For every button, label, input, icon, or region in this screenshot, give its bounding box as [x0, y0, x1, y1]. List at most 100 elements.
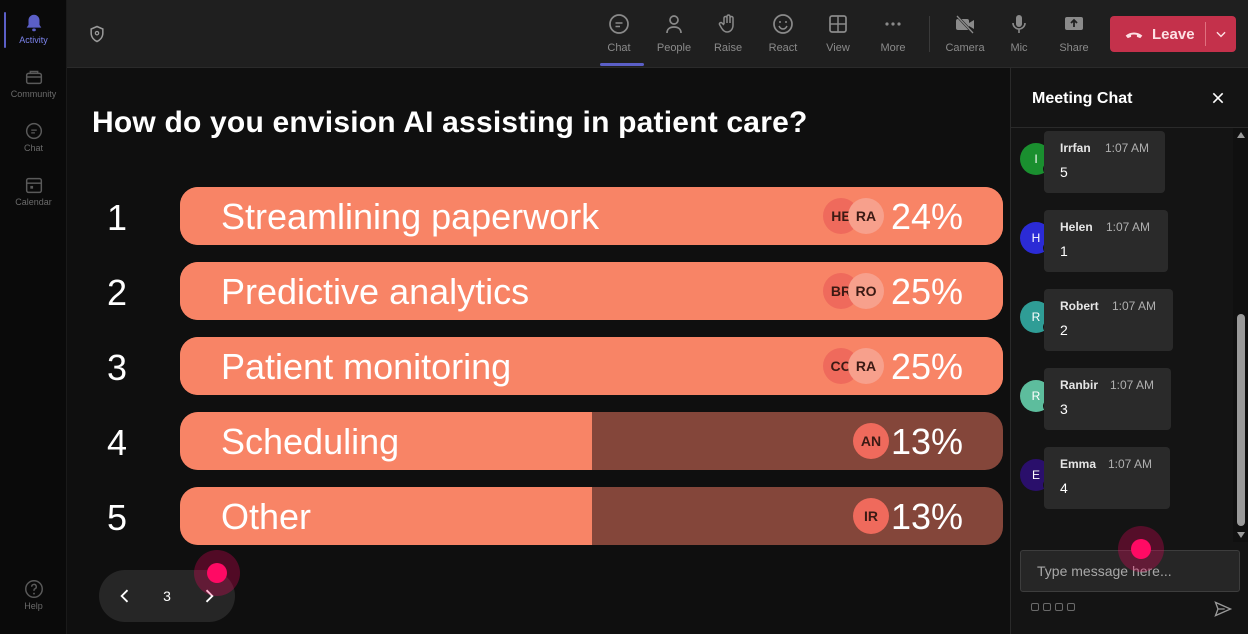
- chat-header: Meeting Chat: [1011, 68, 1248, 128]
- smiley-icon: [773, 14, 793, 34]
- chat-message-input[interactable]: [1020, 550, 1240, 592]
- option-number: 3: [107, 347, 128, 388]
- rail-item-help[interactable]: Help: [0, 570, 67, 622]
- option-number: 5: [107, 497, 128, 538]
- community-icon: [25, 70, 42, 85]
- leave-divider: [1205, 22, 1207, 46]
- message-time: 1:07 AM: [1106, 220, 1151, 234]
- option-label: Predictive analytics: [221, 271, 530, 312]
- message-time: 1:07 AM: [1105, 141, 1150, 155]
- message-text: 5: [1060, 164, 1068, 180]
- avatar: IR: [853, 498, 889, 534]
- message-author: Ranbir: [1060, 378, 1099, 392]
- option-fill: [180, 487, 592, 545]
- rail-item-calendar[interactable]: Calendar: [0, 166, 67, 218]
- chat-scrollbar[interactable]: [1233, 128, 1248, 542]
- poll-option: 5 Other IR 13%: [67, 487, 1010, 545]
- message-author: Robert: [1060, 299, 1099, 313]
- leave-button[interactable]: Leave: [1110, 16, 1205, 52]
- format-icon[interactable]: [1031, 603, 1039, 611]
- chat-icon: [25, 122, 42, 140]
- people-icon: [666, 15, 682, 34]
- message-author: Irrfan: [1060, 141, 1091, 155]
- calendar-icon: [25, 177, 42, 194]
- message-bubble: Ranbir 1:07 AM 3: [1044, 368, 1171, 430]
- camera-button-label: Camera: [945, 42, 985, 54]
- raise-hand-button[interactable]: Raise: [702, 0, 754, 68]
- meeting-toolbar: Chat People Raise React View More Camera…: [67, 0, 1248, 68]
- scroll-up-icon[interactable]: [1237, 132, 1245, 138]
- mic-button[interactable]: Mic: [993, 0, 1045, 68]
- click-indicator: [1118, 526, 1164, 572]
- chat-message: R Ranbir 1:07 AM 3: [1011, 365, 1233, 430]
- leave-button-group: Leave: [1110, 16, 1236, 52]
- chat-button-label: Chat: [607, 42, 631, 54]
- toolbar-divider: [929, 16, 930, 52]
- message-text: 2: [1060, 322, 1068, 338]
- camera-off-icon: [956, 15, 974, 34]
- message-time: 1:07 AM: [1112, 299, 1157, 313]
- message-time: 1:07 AM: [1110, 378, 1155, 392]
- option-number: 4: [107, 422, 128, 463]
- poll-option: 3 Patient monitoring CO RA 25%: [67, 337, 1010, 395]
- share-button[interactable]: Share: [1048, 0, 1100, 68]
- react-button[interactable]: React: [757, 0, 809, 68]
- message-text: 1: [1060, 243, 1068, 259]
- option-label: Patient monitoring: [221, 346, 512, 387]
- chat-button[interactable]: Chat: [593, 0, 645, 68]
- avatar: AN: [853, 423, 889, 459]
- poll-results: How do you envision AI assisting in pati…: [67, 68, 1010, 634]
- bell-icon: [26, 14, 41, 32]
- camera-button[interactable]: Camera: [939, 0, 991, 68]
- scroll-down-icon[interactable]: [1237, 532, 1245, 538]
- chat-message-list: I Irrfan 1:07 AM 5 H Helen 1:07 AM 1 R R…: [1011, 128, 1233, 542]
- click-indicator: [194, 550, 240, 596]
- view-button[interactable]: View: [812, 0, 864, 68]
- option-bar: Scheduling AN 13%: [180, 412, 1003, 470]
- option-bar: Predictive analytics BR RO 25%: [180, 262, 1003, 320]
- more-button-label: More: [880, 42, 906, 54]
- option-bar: Patient monitoring CO RA 25%: [180, 337, 1003, 395]
- chevron-right-icon[interactable]: [199, 586, 219, 606]
- rail-item-community[interactable]: Community: [0, 58, 67, 110]
- option-percent: 24%: [890, 196, 963, 237]
- gif-icon[interactable]: [1067, 603, 1075, 611]
- more-button[interactable]: More: [867, 0, 919, 68]
- shield-icon[interactable]: [87, 24, 107, 44]
- poll-option: 1 Streamlining paperwork HE RA 24%: [67, 187, 1010, 245]
- avatar: RA: [848, 348, 884, 384]
- option-bar: Other IR 13%: [180, 487, 1003, 545]
- scrollbar-thumb[interactable]: [1237, 314, 1245, 526]
- chevron-down-icon: [1216, 31, 1226, 38]
- leave-options-button[interactable]: [1206, 16, 1236, 52]
- option-label: Streamlining paperwork: [221, 196, 600, 237]
- emoji-icon[interactable]: [1055, 603, 1063, 611]
- rail-item-activity[interactable]: Activity: [0, 4, 67, 56]
- message-bubble: Emma 1:07 AM 4: [1044, 447, 1170, 509]
- avatar: RO: [848, 273, 884, 309]
- people-button-label: People: [656, 42, 692, 54]
- chevron-left-icon[interactable]: [115, 586, 135, 606]
- view-button-label: View: [826, 42, 850, 54]
- rail-item-label: Calendar: [15, 197, 52, 207]
- message-text: 4: [1060, 480, 1068, 496]
- message-author: Helen: [1060, 220, 1093, 234]
- chat-message: H Helen 1:07 AM 1: [1011, 207, 1233, 272]
- poll-option: 4 Scheduling AN 13%: [67, 412, 1010, 470]
- option-percent: 25%: [890, 346, 963, 387]
- people-button[interactable]: People: [648, 0, 700, 68]
- option-number: 1: [107, 197, 128, 238]
- option-percent: 13%: [890, 496, 963, 537]
- rail-item-label: Chat: [23, 143, 43, 153]
- rail-item-chat[interactable]: Chat: [0, 112, 67, 164]
- message-bubble: Robert 1:07 AM 2: [1044, 289, 1173, 351]
- send-icon[interactable]: [1213, 599, 1233, 619]
- poll-question: How do you envision AI assisting in pati…: [92, 106, 808, 139]
- attach-icon[interactable]: [1043, 603, 1051, 611]
- leave-button-label: Leave: [1152, 25, 1195, 43]
- close-icon[interactable]: [1210, 90, 1226, 106]
- message-author: Emma: [1060, 457, 1097, 471]
- help-icon: [24, 580, 43, 598]
- message-bubble: Helen 1:07 AM 1: [1044, 210, 1168, 272]
- chat-message: I Irrfan 1:07 AM 5: [1011, 128, 1233, 193]
